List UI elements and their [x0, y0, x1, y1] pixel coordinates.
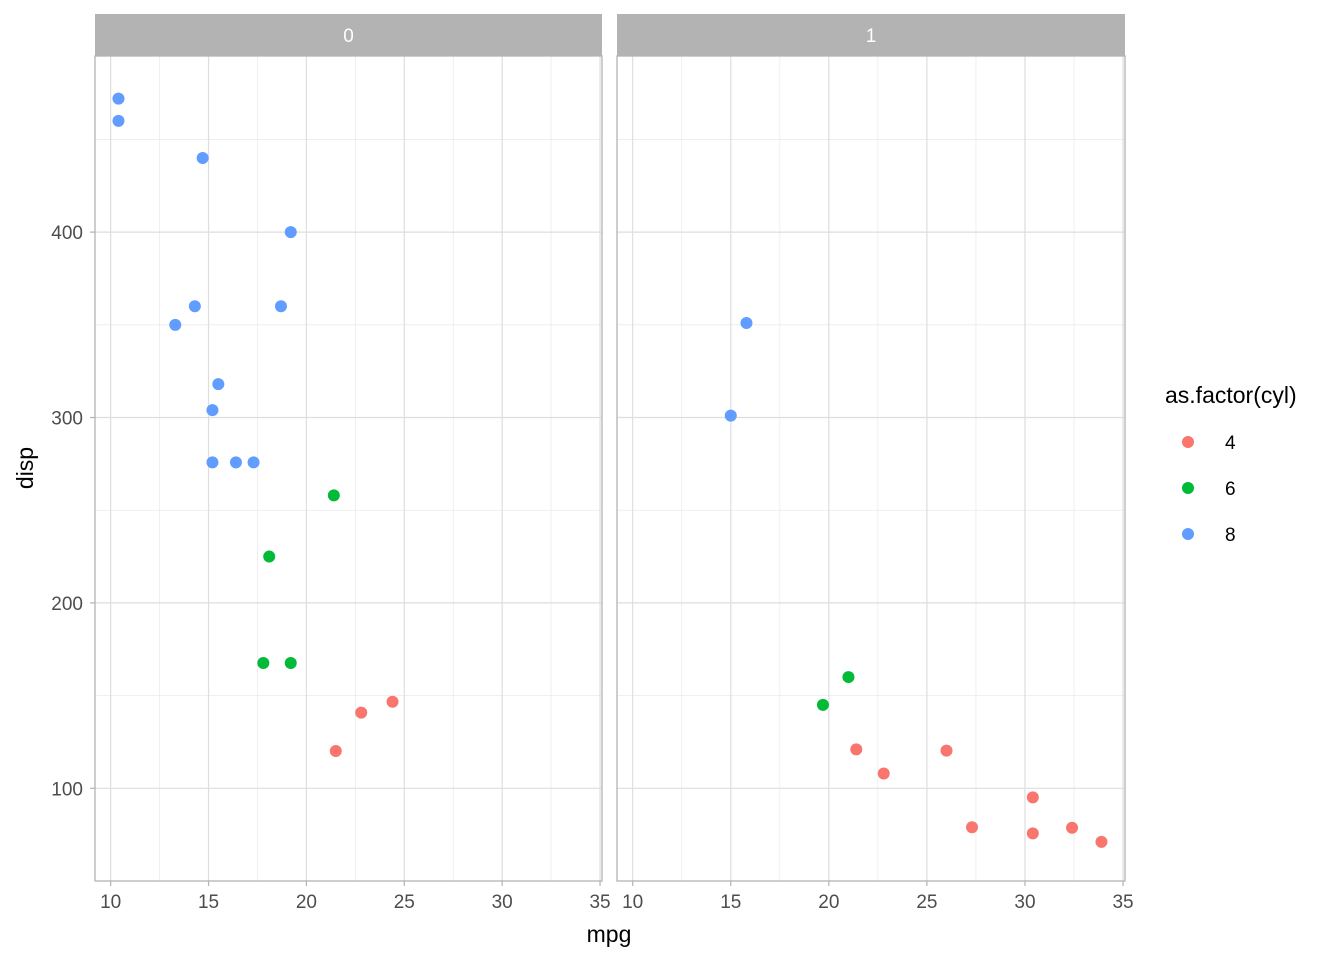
x-tick-label: 25: [916, 892, 937, 913]
data-point-cyl-8: [169, 318, 182, 331]
data-point-cyl-4: [1066, 821, 1079, 834]
legend-item-4: 4: [1182, 433, 1236, 454]
data-point-cyl-4: [940, 744, 953, 757]
x-tick-label: 20: [818, 892, 839, 913]
legend-item-6: 6: [1182, 479, 1236, 500]
x-tick-label: 15: [720, 892, 741, 913]
data-point-cyl-4: [966, 821, 979, 834]
x-tick-label: 30: [1014, 892, 1035, 913]
data-point-cyl-8: [188, 300, 201, 313]
facet-strip-label: 1: [866, 26, 877, 47]
data-point-cyl-4: [850, 743, 863, 756]
x-tick-label: 15: [198, 892, 219, 913]
data-point-cyl-8: [196, 151, 209, 164]
x-axis-title: mpg: [587, 921, 632, 947]
facet-panel-0: 0 10 15 20 25 30 35: [94, 14, 611, 913]
legend-label: 8: [1225, 525, 1236, 546]
data-point-cyl-4: [1026, 791, 1039, 804]
data-point-cyl-6: [816, 698, 829, 711]
y-tick-label: 100: [51, 779, 83, 800]
legend-key: [1182, 436, 1194, 448]
y-tick-label: 300: [51, 409, 83, 430]
data-point-cyl-4: [1026, 827, 1039, 840]
data-point-cyl-8: [229, 456, 242, 469]
legend-label: 6: [1225, 479, 1236, 500]
x-tick-label: 35: [589, 892, 610, 913]
panel-border: [616, 55, 1126, 882]
data-point-cyl-6: [284, 656, 297, 669]
data-point-cyl-8: [740, 316, 753, 329]
legend-item-8: 8: [1182, 525, 1236, 546]
facet-strip: [617, 14, 1125, 56]
x-tick-label: 10: [622, 892, 643, 913]
data-point-cyl-4: [1095, 835, 1108, 848]
data-point-cyl-4: [877, 767, 890, 780]
data-point-cyl-8: [206, 404, 219, 417]
y-tick-label: 200: [51, 594, 83, 615]
facet-panel-1: 1 10 15 20 25 30 35: [616, 14, 1134, 913]
data-point-cyl-8: [724, 409, 737, 422]
legend-title: as.factor(cyl): [1165, 382, 1297, 408]
legend-key: [1182, 528, 1194, 540]
legend-label: 4: [1225, 433, 1236, 454]
data-point-cyl-4: [329, 745, 342, 758]
facet-strip: [95, 14, 602, 56]
facet-strip-label: 0: [343, 26, 354, 47]
data-point-cyl-6: [263, 550, 276, 563]
legend-key: [1182, 482, 1194, 494]
data-point-cyl-4: [386, 695, 399, 708]
data-point-cyl-8: [284, 226, 297, 239]
data-point-cyl-8: [274, 300, 287, 313]
x-tick-label: 10: [100, 892, 121, 913]
data-point-cyl-8: [206, 456, 219, 469]
data-point-cyl-8: [112, 92, 125, 105]
panel-border: [94, 55, 603, 882]
data-point-cyl-4: [355, 706, 368, 719]
data-point-cyl-6: [327, 489, 340, 502]
data-point-cyl-6: [842, 671, 855, 684]
y-tick-label: 400: [51, 223, 83, 244]
data-point-cyl-8: [212, 378, 225, 391]
x-tick-label: 35: [1112, 892, 1133, 913]
x-tick-label: 20: [296, 892, 317, 913]
data-point-cyl-6: [257, 656, 270, 669]
y-axis-title: disp: [12, 447, 38, 489]
data-point-cyl-8: [247, 456, 260, 469]
data-point-cyl-8: [112, 114, 125, 127]
x-tick-label: 25: [394, 892, 415, 913]
x-tick-label: 30: [492, 892, 513, 913]
